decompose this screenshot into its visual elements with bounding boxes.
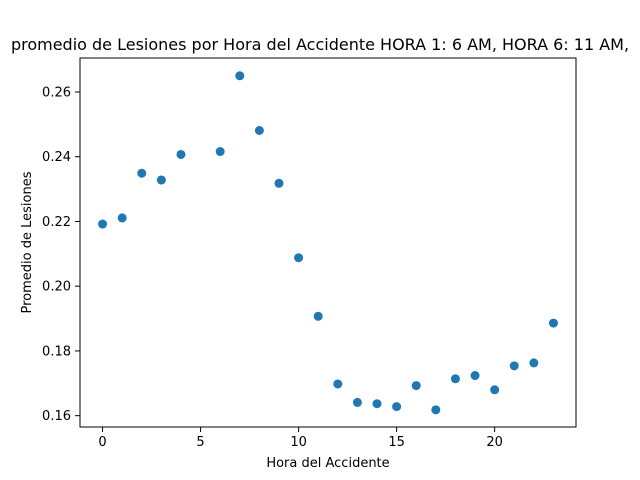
y-tick-label: 0.18 (42, 344, 71, 359)
plot-area (80, 58, 576, 427)
data-point (352, 397, 362, 407)
y-axis-label: Promedio de Lesiones (20, 171, 35, 313)
y-axis-ticks: 0.16 0.18 0.20 0.22 0.24 0.26 (42, 85, 80, 424)
data-point (490, 385, 500, 395)
data-point (548, 318, 558, 328)
plot-frame (79, 57, 577, 428)
data-point (372, 399, 382, 409)
x-tick-label: 20 (486, 435, 503, 450)
data-point (294, 253, 304, 263)
data-point (333, 379, 343, 389)
data-point (215, 147, 225, 157)
data-point (431, 405, 441, 415)
x-tick-label: 10 (290, 435, 307, 450)
y-tick-label: 0.24 (42, 150, 71, 165)
x-axis-ticks: 0 5 10 15 20 (98, 427, 503, 450)
y-tick-label: 0.22 (42, 215, 71, 230)
data-point (98, 219, 108, 229)
data-point (392, 402, 402, 412)
y-tick-label: 0.26 (42, 85, 71, 100)
x-tick-label: 15 (388, 435, 405, 450)
data-point (509, 361, 519, 371)
data-point (156, 175, 166, 185)
data-point (470, 371, 480, 381)
y-tick-label: 0.20 (42, 280, 71, 295)
x-axis-label: Hora del Accidente (266, 456, 389, 471)
x-tick-label: 5 (196, 435, 204, 450)
data-point (313, 311, 323, 321)
data-point (450, 374, 460, 384)
data-point (529, 358, 539, 368)
data-point (117, 213, 127, 223)
data-points (98, 71, 558, 415)
y-tick-label: 0.16 (42, 409, 71, 424)
chart-title: promedio de Lesiones por Hora del Accide… (11, 35, 629, 54)
data-point (411, 381, 421, 391)
data-point (274, 178, 284, 188)
data-point (254, 126, 264, 136)
x-tick-label: 0 (98, 435, 106, 450)
data-point (176, 149, 186, 159)
data-point (137, 168, 147, 178)
data-point (235, 71, 245, 81)
